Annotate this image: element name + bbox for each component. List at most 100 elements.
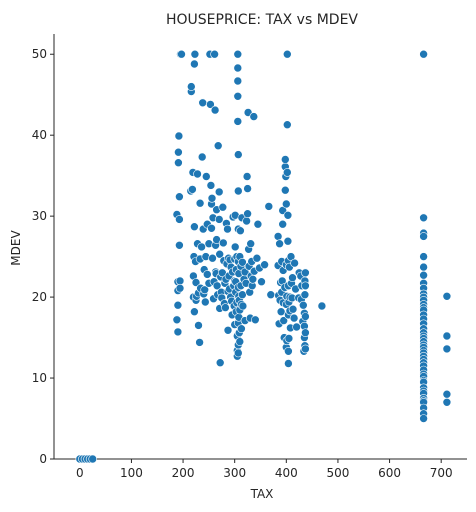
scatter-point	[207, 224, 216, 233]
scatter-point	[234, 150, 243, 159]
x-tick-label: 500	[326, 466, 349, 480]
scatter-point	[301, 268, 310, 278]
scatter-point	[191, 278, 201, 287]
scatter-point	[288, 304, 298, 314]
scatter-point	[298, 300, 308, 310]
x-tick-label: 300	[223, 466, 246, 480]
x-tick-label: 100	[120, 466, 143, 480]
scatter-point	[273, 232, 283, 241]
scatter-point	[442, 389, 452, 399]
scatter-point	[253, 219, 263, 229]
x-tick-label: 200	[172, 466, 195, 480]
scatter-point	[238, 290, 247, 300]
scatter-point	[237, 324, 246, 334]
scatter-point	[174, 131, 184, 141]
scatter-point	[290, 258, 299, 268]
scatter-point	[442, 397, 452, 407]
scatter-point	[234, 186, 243, 196]
y-tick-label: 40	[32, 128, 47, 142]
scatter-point	[219, 238, 228, 248]
scatter-point	[266, 290, 276, 300]
y-tick-label: 30	[32, 209, 47, 223]
scatter-point	[223, 224, 232, 234]
scatter-point	[212, 281, 222, 291]
scatter-point	[282, 49, 292, 59]
scatter-point	[193, 169, 202, 179]
scatter-point	[243, 184, 252, 193]
scatter-point	[246, 239, 255, 248]
scatter-point	[275, 239, 284, 248]
scatter-point	[282, 120, 292, 129]
scatter-point	[201, 297, 210, 307]
scatter-point	[174, 158, 183, 167]
scatter-point	[218, 202, 228, 212]
scatter-point	[301, 312, 310, 321]
scatter-point	[419, 213, 428, 223]
scatter-point	[197, 242, 206, 252]
scatter-point	[234, 348, 243, 358]
scatter-point	[230, 242, 240, 252]
scatter-point	[292, 322, 301, 332]
scatter-point	[206, 181, 216, 190]
scatter-point	[190, 49, 200, 59]
scatter-point	[214, 187, 224, 197]
scatter-point	[173, 300, 183, 310]
scatter-point	[233, 92, 243, 101]
scatter-point	[280, 155, 290, 164]
scatter-point	[223, 325, 233, 335]
scatter-point	[175, 283, 185, 293]
x-tick-label: 700	[430, 466, 453, 480]
scatter-point	[238, 257, 247, 267]
scatter-point	[419, 270, 428, 280]
scatter-point	[276, 307, 286, 317]
scatter-point	[252, 253, 262, 263]
scatter-point	[242, 172, 252, 181]
scatter-point	[251, 315, 260, 325]
axes: 0 100 200 300 400 500 600 700 0 10 20 30 40 50	[32, 34, 467, 480]
scatter-point	[236, 226, 245, 235]
scatter-point	[283, 236, 293, 246]
scatter-point	[175, 192, 184, 201]
scatter-point	[419, 414, 428, 423]
scatter-point	[203, 270, 212, 279]
y-axis-label: MDEV	[9, 230, 23, 266]
y-tick-label: 50	[32, 47, 47, 61]
scatter-point	[282, 168, 292, 177]
y-tick-label: 20	[32, 290, 47, 304]
scatter-point	[442, 291, 452, 301]
y-tick-label: 0	[39, 452, 47, 466]
scatter-point	[214, 215, 224, 224]
scatter-point	[174, 147, 183, 157]
scatter-point	[301, 328, 310, 338]
scatter-point	[286, 252, 296, 261]
scatter-point	[215, 249, 224, 259]
scatter-point	[301, 344, 310, 354]
scatter-point	[175, 215, 184, 224]
scatter-point	[248, 274, 258, 284]
scatter-point	[301, 281, 310, 291]
scatter-point	[283, 211, 293, 220]
scatter-point	[419, 252, 428, 261]
scatter-point	[249, 112, 259, 121]
scatter-point	[243, 209, 252, 218]
scatter-point	[207, 194, 217, 203]
scatter-point	[238, 301, 248, 311]
scatter-point	[215, 358, 225, 368]
scatter-point	[300, 290, 310, 300]
scatter-point	[442, 331, 452, 341]
scatter-point	[317, 301, 327, 311]
scatter-point	[88, 454, 97, 464]
scatter-point	[442, 344, 452, 354]
y-tick-label: 10	[32, 371, 47, 385]
scatter-point	[190, 222, 199, 231]
scatter-point	[213, 141, 223, 150]
scatter-point	[284, 359, 293, 368]
scatter-point	[177, 49, 186, 59]
scatter-point	[187, 82, 196, 91]
scatter-point	[172, 315, 182, 325]
scatter-point	[419, 49, 428, 59]
scatter-point	[175, 276, 185, 286]
scatter-point	[233, 76, 243, 86]
chart-title: HOUSEPRICE: TAX vs MDEV	[166, 12, 358, 28]
